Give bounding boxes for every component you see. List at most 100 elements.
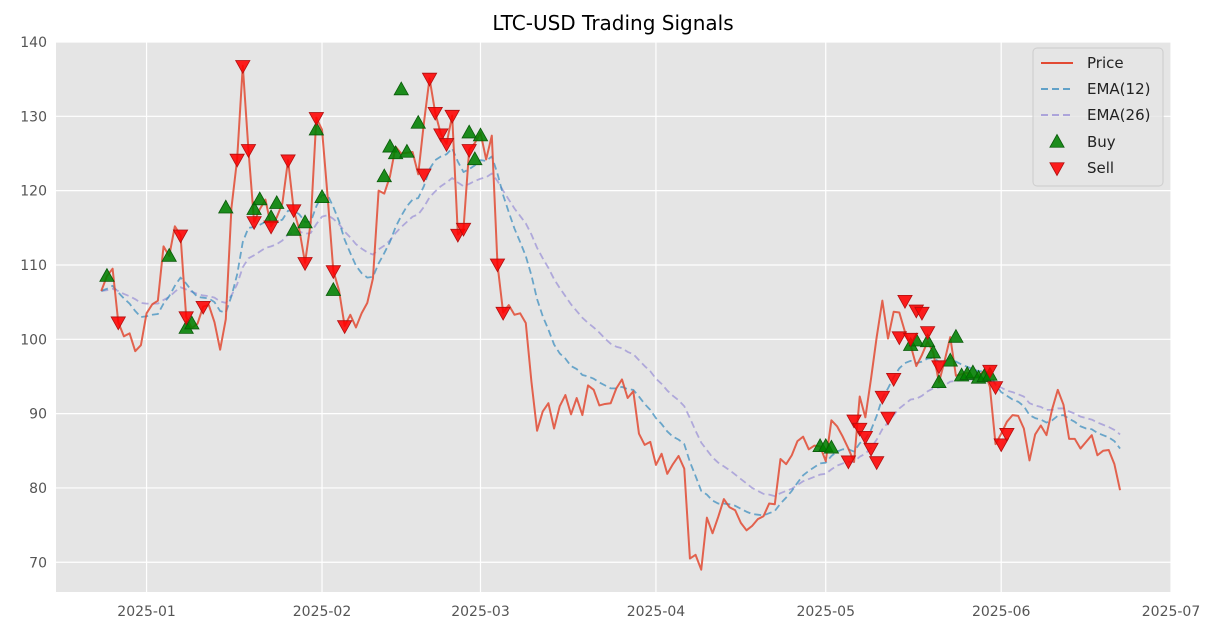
x-tick-label: 2025-07 — [1142, 604, 1201, 620]
buy-marker — [399, 143, 415, 158]
sell-marker — [874, 390, 891, 405]
buy-marker — [161, 247, 178, 262]
sell-marker — [427, 106, 444, 121]
legend-buy-swatch — [1049, 133, 1065, 148]
buy-marker — [931, 374, 947, 389]
buy-marker — [325, 281, 342, 296]
buy-marker — [387, 145, 404, 160]
x-tick-label: 2025-01 — [117, 604, 176, 620]
sell-marker — [421, 72, 438, 87]
y-tick-label: 80 — [29, 481, 47, 497]
legend-buy-label: Buy — [1087, 133, 1116, 151]
y-tick-label: 140 — [20, 35, 47, 51]
legend-ema12-label: EMA(12) — [1087, 80, 1150, 98]
sell-marker — [993, 438, 1010, 453]
sell-marker — [229, 153, 245, 168]
y-tick-label: 110 — [20, 258, 47, 274]
buy-marker — [99, 267, 115, 282]
plot-background — [56, 42, 1171, 592]
sell-marker — [840, 455, 857, 470]
buy-marker — [925, 344, 942, 359]
buy-marker — [823, 439, 840, 454]
x-tick-label: 2025-06 — [972, 604, 1031, 620]
sell-marker — [902, 332, 919, 347]
legend-items: Price EMA(12) EMA(26) Buy Sell — [1041, 54, 1150, 177]
buy-marker — [217, 199, 234, 214]
sell-marker — [987, 381, 1004, 396]
sell-marker — [999, 428, 1015, 443]
y-tick-label: 90 — [29, 407, 47, 423]
sell-marker — [914, 306, 930, 321]
sell-marker — [297, 257, 313, 272]
sell-marker — [308, 112, 325, 127]
sell-marker — [110, 316, 127, 331]
buy-marker — [461, 124, 477, 139]
sell-marker — [234, 60, 251, 75]
buy-marker — [297, 214, 313, 229]
sell-marker — [416, 168, 432, 183]
legend-sell-label: Sell — [1087, 159, 1114, 177]
buy-marker — [410, 114, 427, 129]
buy-marker — [948, 328, 964, 343]
ema26-line — [101, 172, 1121, 498]
buy-marker — [251, 191, 268, 206]
buy-marker — [919, 333, 936, 348]
x-tick-label: 2025-03 — [451, 604, 510, 620]
sell-marker — [931, 360, 947, 375]
y-tick-label: 120 — [20, 184, 47, 200]
sell-marker — [336, 320, 353, 335]
legend-box — [1032, 47, 1164, 187]
sell-marker — [433, 128, 449, 143]
sell-marker — [285, 204, 302, 219]
buy-marker — [268, 194, 285, 209]
sell-marker — [325, 265, 342, 280]
sell-marker — [885, 373, 902, 388]
sell-marker — [880, 411, 896, 426]
legend-ema26-label: EMA(26) — [1087, 106, 1150, 124]
sell-marker — [851, 422, 868, 437]
sell-marker — [919, 326, 936, 341]
legend-price-label: Price — [1087, 54, 1124, 72]
legend-sell-swatch — [1049, 162, 1065, 177]
buy-marker — [393, 81, 410, 96]
sell-marker — [438, 138, 455, 153]
buy-marker — [942, 352, 959, 367]
sell-marker — [240, 144, 257, 159]
buy-marker — [184, 315, 200, 330]
sell-marker — [897, 294, 913, 309]
buy-marker — [376, 168, 393, 183]
sell-marker — [178, 311, 194, 326]
sell-marker — [489, 258, 506, 273]
legend: Price EMA(12) EMA(26) Buy Sell — [1032, 47, 1164, 187]
sell-marker — [846, 414, 862, 429]
x-tick-label: 2025-02 — [293, 604, 352, 620]
buy-marker — [246, 200, 262, 215]
sell-marker — [263, 220, 279, 235]
sell-marker — [172, 229, 189, 244]
x-tick-label: 2025-04 — [627, 604, 686, 620]
buy-marker — [472, 127, 489, 142]
sell-marker — [863, 442, 879, 457]
buy-marker — [382, 138, 398, 153]
buy-marker — [285, 221, 302, 236]
sell-marker — [280, 154, 296, 169]
sell-marker — [444, 109, 460, 124]
sell-marker — [195, 300, 211, 315]
sell-marker — [982, 364, 998, 379]
sell-marker — [495, 306, 511, 321]
sell-marker — [857, 431, 874, 445]
y-tick-label: 100 — [20, 332, 47, 348]
buy-marker — [467, 151, 483, 166]
sell-marker — [461, 144, 477, 159]
buy-marker — [314, 189, 330, 203]
x-tick-label: 2025-05 — [796, 604, 855, 620]
sell-marker — [891, 331, 908, 346]
chart-title: LTC-USD Trading Signals — [492, 11, 733, 35]
tick-layer: 70 80 90 100 110 120 130 140 2025-01 2025-02 2025-… — [20, 35, 1200, 620]
marker-layer — [99, 60, 1015, 471]
y-tick-label: 70 — [29, 555, 47, 571]
y-tick-label: 130 — [20, 109, 47, 125]
sell-marker — [455, 222, 472, 237]
